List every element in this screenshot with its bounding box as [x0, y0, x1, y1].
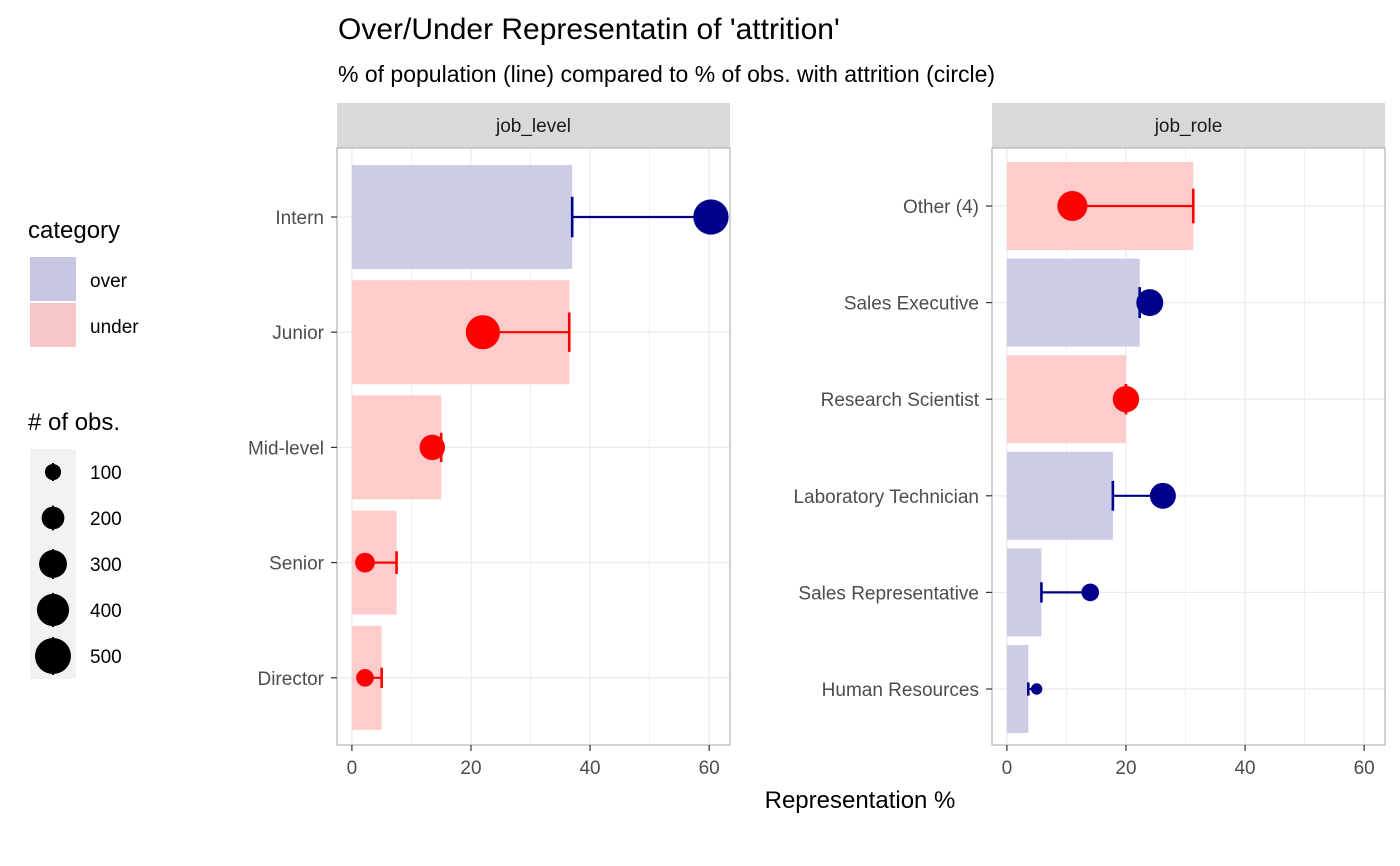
chart-title: Over/Under Representatin of 'attrition' [338, 13, 840, 46]
legend-size-dot [35, 638, 71, 674]
legend-label-under: under [90, 317, 139, 338]
panels: job_level Intern Junior Mid-level Senior Dire… [248, 103, 1386, 779]
legend-size-keys: 100 200 300 400 500 [35, 462, 122, 675]
attrition-point [1030, 683, 1043, 695]
y-tick-label: Senior [269, 554, 325, 575]
legend-key-over [30, 257, 76, 301]
x-tick-label: 60 [1354, 758, 1375, 779]
x-tick-label: 20 [460, 758, 481, 779]
bar [1006, 645, 1029, 733]
x-axis-label: Representation % [765, 787, 956, 814]
attrition-point [465, 315, 500, 350]
legend-size-dot [39, 550, 67, 578]
facet-strip [337, 103, 730, 148]
x-tick-label: 60 [699, 758, 720, 779]
attrition-point [693, 199, 729, 235]
panel-border [336, 147, 731, 746]
legend-label-over: over [90, 271, 128, 292]
y-tick-label: Junior [272, 323, 324, 344]
x-tick-label: 40 [579, 758, 600, 779]
attrition-point [419, 434, 446, 461]
x-tick-label: 0 [347, 758, 358, 779]
attrition-point [356, 668, 374, 687]
legend-category-title: category [28, 217, 120, 244]
legend-size-label: 300 [90, 555, 122, 576]
chart-subtitle: % of population (line) compared to % of … [338, 61, 995, 87]
legend: category over under # of obs. 100 200 300 4… [28, 217, 139, 679]
y-tick-label: Human Resources [822, 680, 979, 701]
legend-size-label: 500 [90, 647, 122, 668]
y-tick-label: Research Scientist [821, 390, 980, 411]
attrition-point [1081, 583, 1100, 602]
legend-key-under [30, 303, 76, 347]
bar [351, 165, 573, 269]
panel-job_level: job_level Intern Junior Mid-level Senior Dire… [248, 103, 731, 779]
attrition-point [1149, 482, 1176, 509]
bar [1006, 258, 1140, 347]
legend-size-title: # of obs. [28, 409, 120, 436]
facet-strip [992, 103, 1385, 148]
legend-size-label: 200 [90, 509, 122, 530]
y-tick-label: Director [257, 669, 324, 690]
y-tick-label: Mid-level [248, 438, 324, 459]
facet-strip-label: job_level [495, 116, 571, 137]
legend-size-label: 400 [90, 601, 122, 622]
attrition-point [1057, 190, 1088, 222]
bar [1006, 451, 1113, 540]
facet-strip-label: job_role [1154, 116, 1223, 137]
attrition-point [355, 552, 375, 573]
y-tick-label: Intern [275, 208, 324, 229]
legend-size-label: 100 [90, 463, 122, 484]
y-tick-label: Other (4) [903, 197, 979, 218]
legend-size-dot [36, 593, 70, 627]
y-tick-label: Sales Representative [798, 583, 979, 604]
attrition-point [1136, 289, 1164, 317]
x-tick-label: 20 [1115, 758, 1136, 779]
panel-border [991, 147, 1386, 746]
y-tick-label: Laboratory Technician [793, 487, 979, 508]
attrition-point [1112, 385, 1140, 413]
bar [1006, 355, 1126, 444]
y-tick-label: Sales Executive [844, 294, 979, 315]
panel-job_role: job_role Other (4) Sales Executive Research… [793, 103, 1386, 779]
x-tick-label: 40 [1234, 758, 1255, 779]
bar [1006, 548, 1042, 637]
legend-size-dot [44, 463, 62, 481]
legend-size-dot [41, 506, 65, 530]
x-tick-label: 0 [1002, 758, 1013, 779]
